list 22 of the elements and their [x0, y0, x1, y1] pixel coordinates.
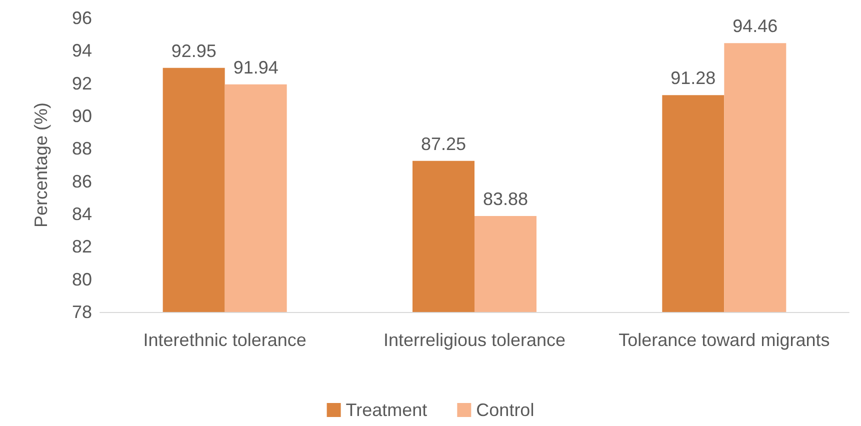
y-tick-label: 88	[72, 138, 92, 159]
y-tick-label: 90	[72, 106, 92, 126]
y-tick-label: 80	[72, 269, 92, 290]
y-tick-label: 84	[72, 204, 92, 224]
data-label: 94.46	[732, 16, 778, 36]
x-tick-label: Tolerance toward migrants	[618, 330, 830, 350]
data-label: 83.88	[482, 188, 528, 209]
y-tick-label: 86	[72, 171, 92, 192]
data-label: 87.25	[420, 134, 466, 154]
y-tick-label: 96	[72, 8, 92, 28]
legend-label: Treatment	[346, 400, 428, 420]
x-tick-label: Interethnic tolerance	[143, 330, 306, 350]
data-label: 91.28	[670, 68, 716, 88]
data-label: 91.94	[233, 57, 278, 78]
y-tick-label: 94	[72, 40, 92, 61]
y-tick-label: 78	[72, 302, 92, 322]
data-label: 92.95	[171, 40, 216, 61]
y-tick-label: 92	[72, 73, 92, 94]
y-axis-title: Percentage (%)	[31, 102, 51, 228]
x-tick-label: Interreligious tolerance	[383, 330, 566, 350]
y-tick-label: 82	[72, 236, 92, 257]
legend-label: Control	[476, 400, 534, 420]
